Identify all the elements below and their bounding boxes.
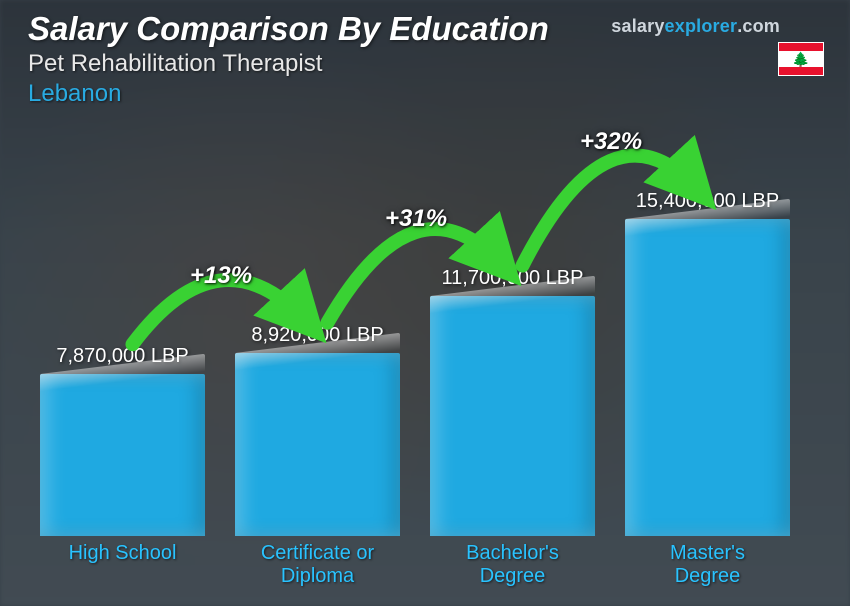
flag-stripe-mid: 🌲 — [779, 51, 823, 67]
arc-2 — [523, 156, 698, 266]
pct-1: +31% — [385, 205, 447, 233]
brand-right: .com — [737, 16, 780, 36]
brand-left: salary — [611, 16, 664, 36]
flag-stripe-top — [779, 43, 823, 51]
country: Lebanon — [28, 80, 822, 108]
flag-stripe-bottom — [779, 67, 823, 75]
salary-chart: 7,870,000 LBP8,920,000 LBP11,700,000 LBP… — [40, 130, 790, 588]
pct-2: +32% — [580, 128, 642, 156]
arc-1 — [328, 229, 503, 323]
brand-mid: explorer — [665, 16, 738, 36]
lebanon-flag-icon: 🌲 — [778, 42, 824, 76]
increment-arcs — [40, 130, 790, 588]
subtitle: Pet Rehabilitation Therapist — [28, 50, 822, 78]
cedar-icon: 🌲 — [792, 52, 809, 66]
pct-0: +13% — [190, 262, 252, 290]
brand-logo: salaryexplorer.com — [611, 16, 780, 37]
